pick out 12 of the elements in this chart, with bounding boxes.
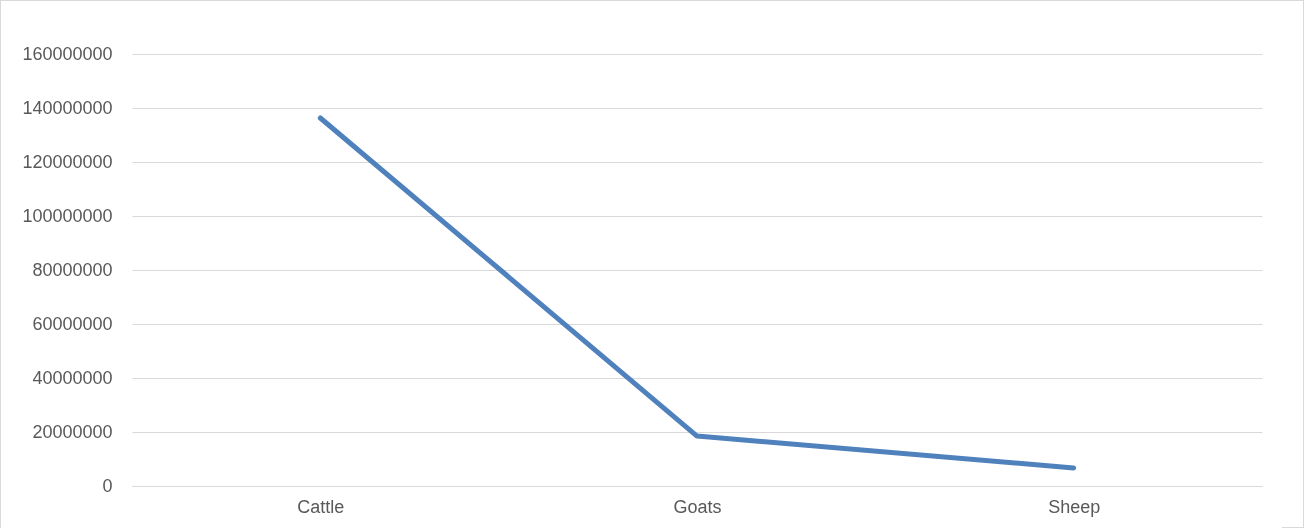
y-tick-label: 20000000 (32, 421, 113, 442)
y-tick-label: 160000000 (22, 43, 113, 64)
y-tick-label: 140000000 (22, 97, 113, 118)
x-tick-label: Cattle (297, 496, 345, 517)
y-tick-label: 80000000 (32, 259, 113, 280)
y-tick-label: 0 (102, 475, 113, 496)
y-tick-label: 100000000 (22, 205, 113, 226)
x-tick-label: Goats (673, 496, 722, 517)
y-tick-label: 40000000 (32, 367, 113, 388)
x-tick-label: Sheep (1048, 496, 1101, 517)
y-tick-label: 120000000 (22, 151, 113, 172)
y-tick-label: 60000000 (32, 313, 113, 334)
